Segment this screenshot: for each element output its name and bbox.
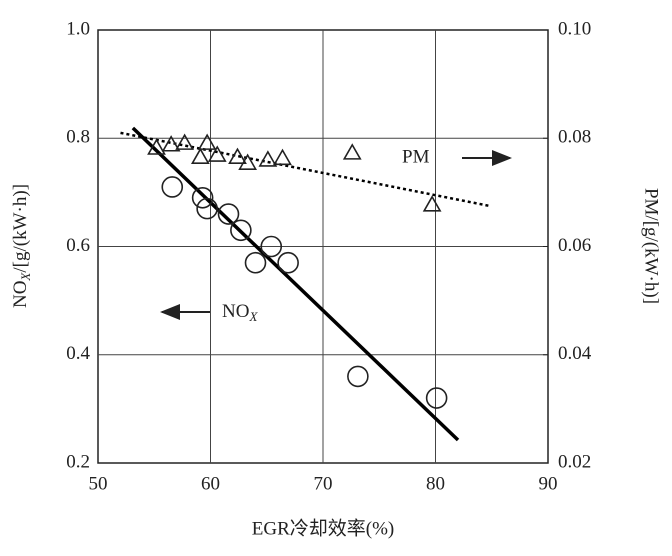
y-label-main: NO xyxy=(10,281,31,308)
nox-point xyxy=(277,251,299,274)
pm-point xyxy=(342,143,362,160)
x-tick-label: 90 xyxy=(539,473,558,494)
nox-point xyxy=(244,251,267,274)
nox-main: NO xyxy=(222,301,249,322)
nox-point xyxy=(230,219,252,242)
pm-point xyxy=(190,147,210,164)
y2-tick-label: 0.02 xyxy=(558,451,591,472)
y-tick-label: 0.8 xyxy=(66,127,90,148)
y2-tick-label: 0.10 xyxy=(558,18,591,39)
pm-point xyxy=(175,133,195,150)
y2-axis-label: PM/[g/(kW·h)] xyxy=(641,188,662,304)
pm-point xyxy=(422,195,442,212)
nox-point xyxy=(260,235,283,258)
pm-point xyxy=(197,133,217,150)
pm-point xyxy=(147,138,166,155)
nox-point xyxy=(347,365,369,388)
pm-point xyxy=(273,148,292,166)
y-label-sub: X xyxy=(18,272,33,282)
y2-tick-label: 0.08 xyxy=(558,127,591,148)
x-tick-label: 80 xyxy=(426,473,445,494)
pm-point xyxy=(207,145,227,162)
nox-sub: X xyxy=(248,309,258,324)
y2-tick-label: 0.06 xyxy=(558,235,591,256)
nox-point xyxy=(196,197,218,220)
pm-point xyxy=(228,147,247,164)
fit-line xyxy=(131,126,460,442)
fit-line xyxy=(120,131,490,208)
nox-point xyxy=(217,203,240,225)
y-tick-label: 0.6 xyxy=(66,235,90,256)
y-tick-label: 1.0 xyxy=(66,18,90,39)
x-tick-label: 70 xyxy=(314,473,333,494)
nox-point xyxy=(191,186,214,209)
y-label-rest: /[g/(kW·h)] xyxy=(10,184,31,273)
nox-annotation: NOX xyxy=(222,301,258,324)
y-tick-label: 0.2 xyxy=(66,451,90,472)
pm-point xyxy=(258,150,278,167)
x-axis-label: EGR冷却效率(%) xyxy=(252,517,394,539)
x-tick-label: 60 xyxy=(201,473,220,494)
y2-tick-label: 0.04 xyxy=(558,343,592,364)
pm-annotation: PM xyxy=(402,146,430,167)
y-axis-label: NOX/[g/(kW·h)] xyxy=(10,184,33,308)
x-tick-label: 50 xyxy=(89,473,108,494)
pm-point xyxy=(238,153,258,170)
pm-point xyxy=(161,135,181,152)
nox-point xyxy=(161,176,184,198)
y-tick-label: 0.4 xyxy=(66,343,90,364)
nox-point xyxy=(425,387,448,409)
